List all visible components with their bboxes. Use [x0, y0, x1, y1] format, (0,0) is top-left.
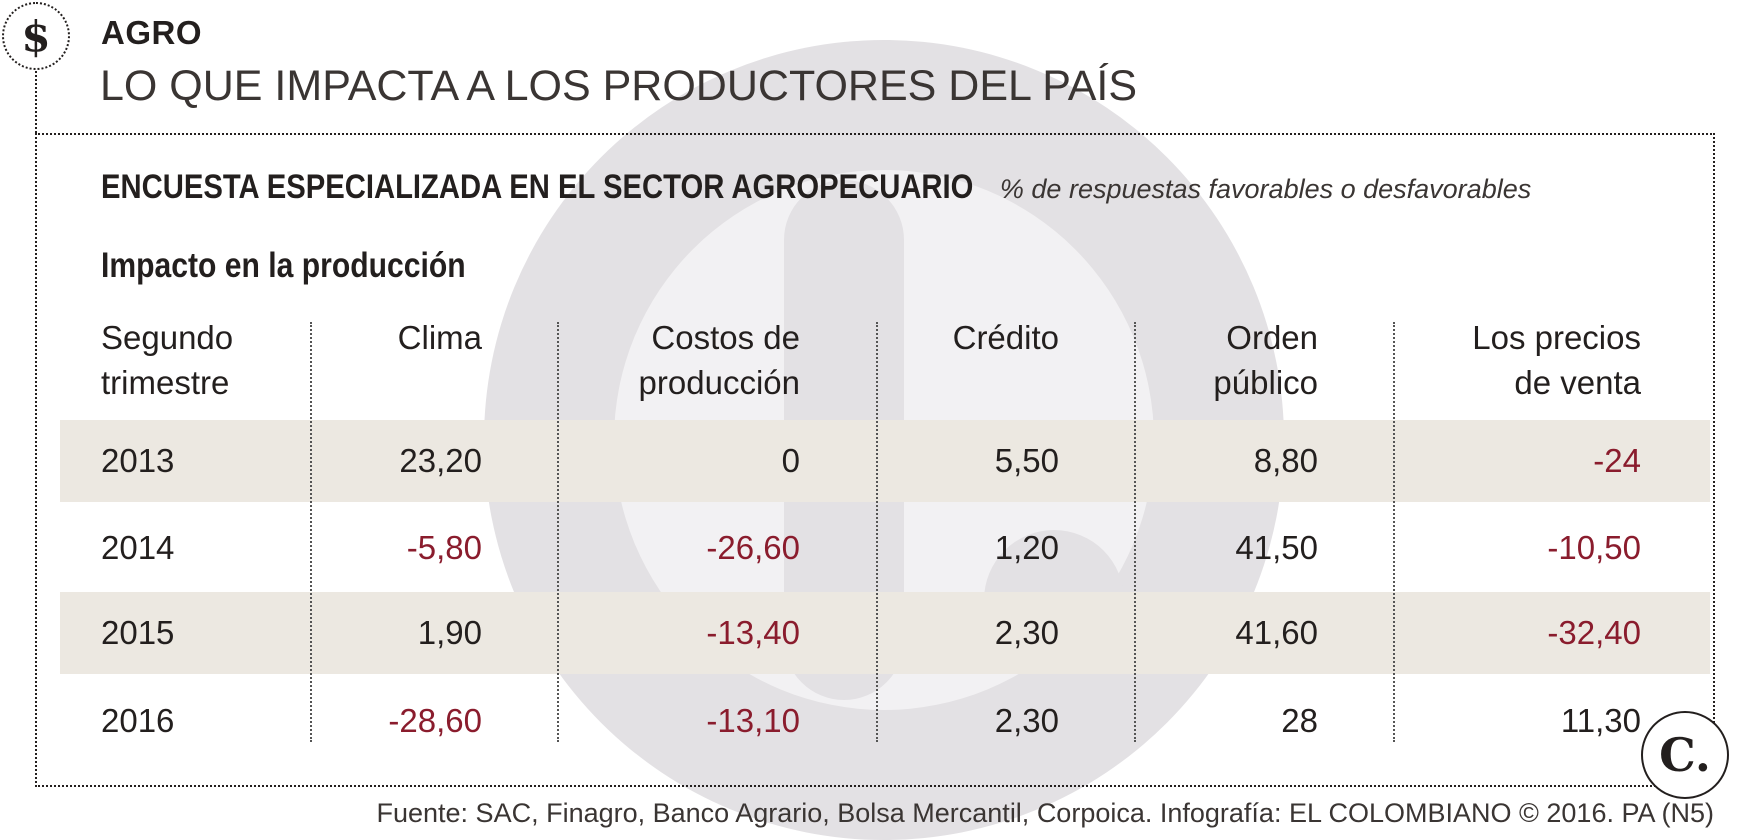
table-cell: -5,80 — [406, 529, 482, 566]
header-line: Crédito — [952, 319, 1059, 356]
column-header-costos: Costos de producción — [639, 315, 800, 405]
table-cell: -28,60 — [388, 702, 482, 739]
column-header-clima: Clima — [398, 315, 482, 360]
table-cell: -10,50 — [1547, 529, 1641, 566]
column-header-precios: Los precios de venta — [1472, 315, 1641, 405]
table-cell: 41,60 — [1235, 614, 1318, 651]
row-year: 2014 — [101, 529, 175, 566]
section-label: AGRO — [101, 14, 202, 51]
table-cell: 1,20 — [994, 529, 1059, 566]
row-stripe-2015 — [60, 592, 1710, 674]
table-cell: 5,50 — [994, 442, 1059, 479]
header-line: Segundo — [101, 319, 234, 356]
column-header-credito: Crédito — [953, 315, 1059, 360]
row-year: 2016 — [101, 702, 175, 739]
header-line: Los precios — [1472, 319, 1641, 356]
table-subtitle: Impacto en la producción — [101, 246, 466, 285]
dollar-icon: $ — [2, 2, 70, 70]
header-line: Clima — [397, 319, 482, 356]
table-cell: 2,30 — [994, 702, 1059, 739]
header-line: de venta — [1514, 364, 1641, 401]
row-year: 2013 — [101, 442, 175, 479]
row-year: 2015 — [101, 614, 175, 651]
survey-title: ENCUESTA ESPECIALIZADA EN EL SECTOR AGRO… — [101, 168, 974, 206]
table-cell: 1,90 — [417, 614, 482, 651]
column-separator — [1134, 322, 1136, 742]
table-cell: 28 — [1281, 702, 1318, 739]
table-cell: -13,40 — [706, 614, 800, 651]
page-title: LO QUE IMPACTA A LOS PRODUCTORES DEL PAÍ… — [100, 62, 1138, 110]
table-cell: -24 — [1593, 442, 1641, 479]
column-header-orden-publico: Orden público — [1213, 315, 1318, 405]
survey-heading: ENCUESTA ESPECIALIZADA EN EL SECTOR AGRO… — [101, 168, 1531, 207]
table-cell: -13,10 — [706, 702, 800, 739]
column-separator — [876, 322, 878, 742]
row-stripe-2013 — [60, 420, 1710, 502]
column-separator — [557, 322, 559, 742]
table-cell: 8,80 — [1253, 442, 1318, 479]
table-cell: -26,60 — [706, 529, 800, 566]
table-cell: 2,30 — [994, 614, 1059, 651]
table-cell: 41,50 — [1235, 529, 1318, 566]
header-line: trimestre — [101, 364, 230, 401]
badge-connector — [35, 68, 37, 133]
header-line: Costos de — [651, 319, 800, 356]
table-cell: 0 — [781, 442, 800, 479]
table-cell: -32,40 — [1547, 614, 1641, 651]
source-footer: Fuente: SAC, Finagro, Banco Agrario, Bol… — [376, 798, 1715, 828]
header-line: producción — [638, 364, 800, 401]
column-header-period: Segundo trimestre — [101, 315, 233, 405]
column-separator — [310, 322, 312, 742]
el-colombiano-logo: C. — [1641, 711, 1729, 799]
table-cell: 23,20 — [399, 442, 482, 479]
header-line: Orden — [1226, 319, 1318, 356]
content-frame — [35, 133, 1715, 787]
header-line: público — [1213, 364, 1318, 401]
column-separator — [1393, 322, 1395, 742]
survey-note: % de respuestas favorables o desfavorabl… — [999, 174, 1532, 204]
table-cell: 11,30 — [1560, 702, 1641, 739]
